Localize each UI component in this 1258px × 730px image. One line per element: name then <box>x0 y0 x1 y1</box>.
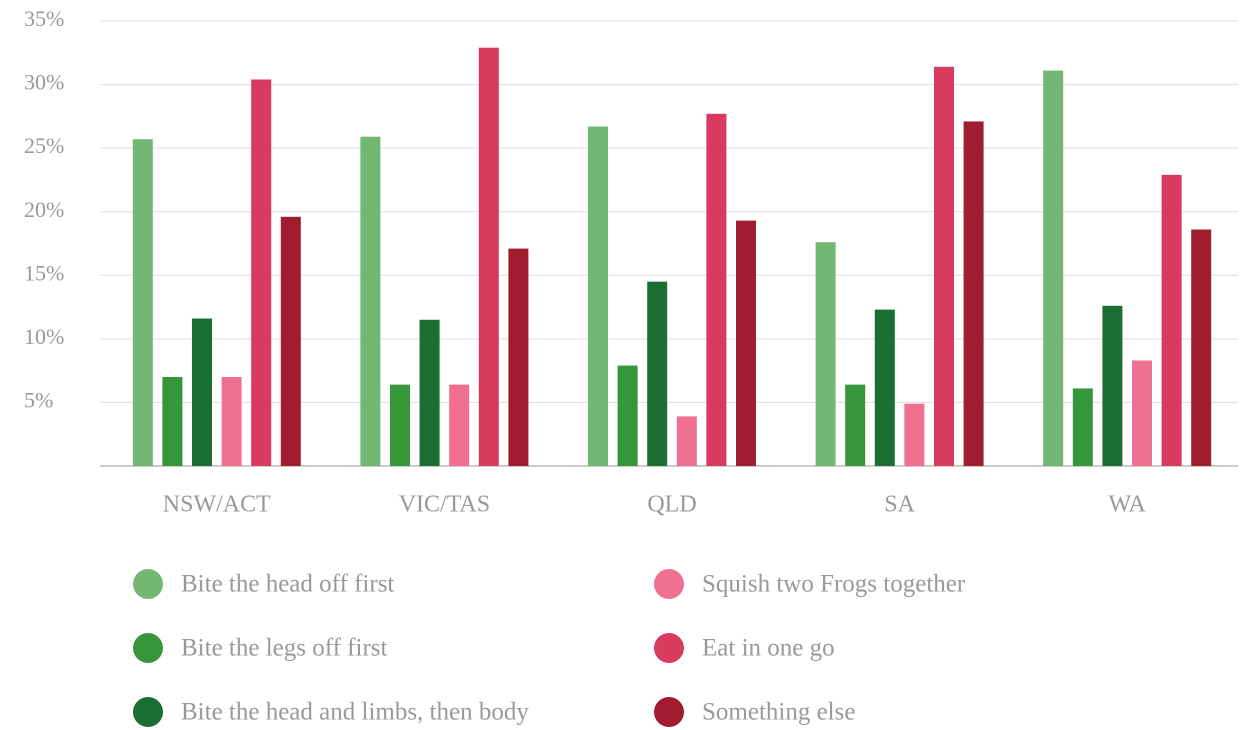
bar <box>588 126 608 467</box>
legend-swatch <box>654 633 684 663</box>
bar <box>904 403 925 466</box>
legend-label: Bite the head and limbs, then body <box>181 699 529 726</box>
bar <box>449 384 470 466</box>
bar <box>360 136 381 466</box>
legend-label: Bite the legs off first <box>181 635 387 662</box>
bar <box>1102 305 1123 466</box>
x-tick-label: QLD <box>647 492 696 518</box>
y-tick-label: 10% <box>24 324 64 349</box>
bar <box>280 216 301 466</box>
bar <box>963 121 984 466</box>
bar <box>736 220 756 466</box>
y-tick-label: 20% <box>24 197 64 222</box>
legend-label: Eat in one go <box>702 635 835 662</box>
bar <box>874 309 895 466</box>
legend-swatch <box>133 697 163 727</box>
bar <box>508 248 529 466</box>
bar <box>1191 229 1212 466</box>
bar <box>617 365 638 466</box>
y-tick-label: 5% <box>24 387 53 412</box>
legend-swatch <box>654 697 684 727</box>
bar <box>221 377 242 466</box>
bar <box>1132 360 1152 466</box>
bar <box>162 377 183 466</box>
bar <box>1072 388 1093 466</box>
bar <box>390 384 410 466</box>
legend-label: Bite the head off first <box>181 571 394 598</box>
bar <box>419 319 440 466</box>
bar <box>192 318 212 466</box>
legend-swatch <box>133 569 163 599</box>
y-tick-label: 25% <box>24 133 64 158</box>
y-tick-label: 35% <box>24 6 64 31</box>
bar <box>647 281 668 466</box>
x-tick-label: SA <box>884 492 915 518</box>
bar <box>1161 174 1182 467</box>
x-tick-label: NSW/ACT <box>163 492 271 518</box>
bar <box>251 79 272 466</box>
legend-label: Something else <box>702 699 855 726</box>
bar <box>478 47 499 466</box>
y-tick-label: 30% <box>24 70 64 95</box>
bar <box>815 242 836 466</box>
bar <box>845 384 866 466</box>
x-tick-label: WA <box>1109 492 1147 518</box>
bar <box>934 66 954 467</box>
y-tick-label: 15% <box>24 260 64 285</box>
bar <box>676 416 697 466</box>
legend-swatch <box>654 569 684 599</box>
bar <box>706 113 727 467</box>
x-tick-label: VIC/TAS <box>399 492 490 518</box>
legend-label: Squish two Frogs together <box>702 571 966 598</box>
legend-swatch <box>133 633 163 663</box>
bar <box>132 139 153 466</box>
bar <box>1043 70 1064 466</box>
